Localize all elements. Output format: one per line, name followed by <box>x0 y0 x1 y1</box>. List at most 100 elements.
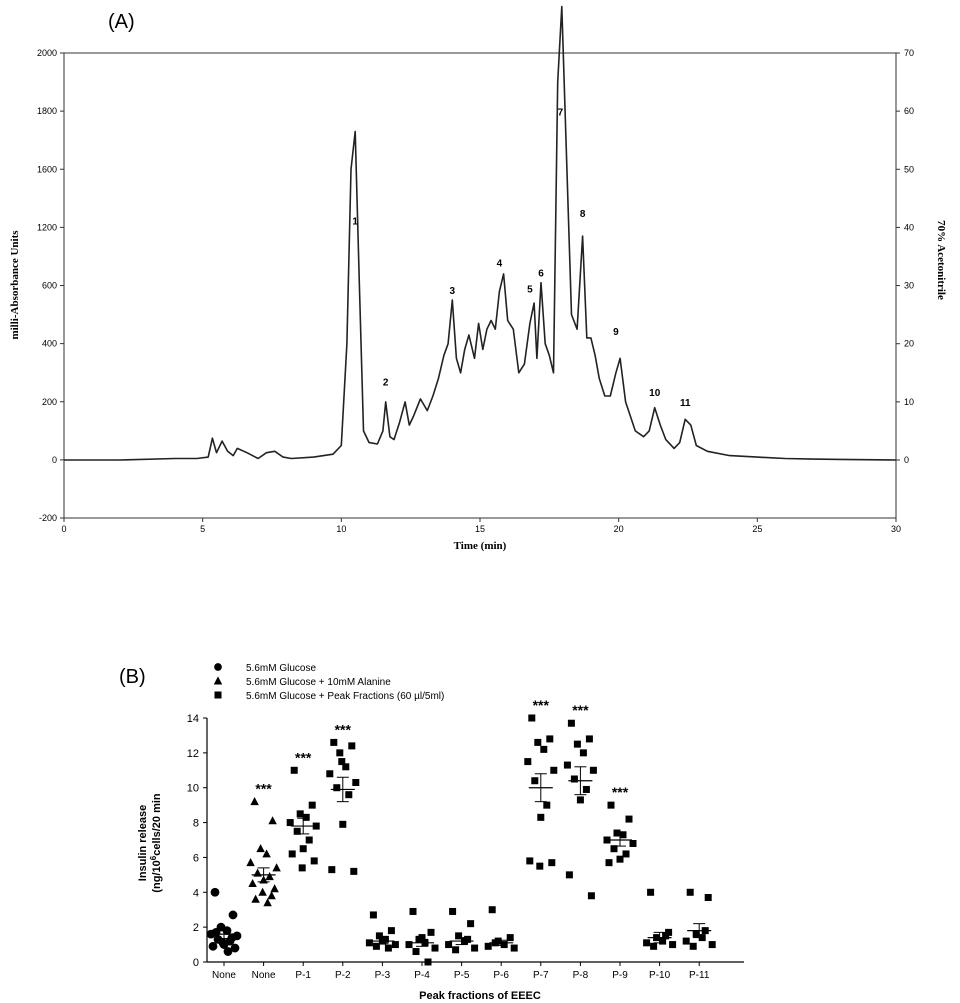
data-point <box>445 941 453 949</box>
x-tick-label: P-10 <box>649 970 671 981</box>
data-point <box>613 829 621 837</box>
x-tick-label: 30 <box>891 524 901 534</box>
data-point <box>409 907 417 915</box>
data-point <box>350 867 358 875</box>
y-tick-label: 12 <box>187 748 199 760</box>
x-tick-label: P-5 <box>454 970 470 981</box>
data-point <box>427 928 435 936</box>
data-point <box>528 714 536 722</box>
data-point <box>619 831 627 839</box>
data-point <box>227 933 237 942</box>
significance-marker: *** <box>255 781 272 797</box>
y-tick-label: 600 <box>42 281 57 291</box>
data-point <box>405 941 413 949</box>
data-point <box>338 758 346 766</box>
data-points <box>206 714 716 966</box>
peak-label: 2 <box>383 378 389 389</box>
peak-label: 11 <box>680 398 691 409</box>
y-tick-label: 2000 <box>37 48 57 58</box>
data-point <box>625 815 633 823</box>
data-point <box>484 942 492 950</box>
x-tick-label: P-1 <box>295 970 311 981</box>
peak-label: 6 <box>538 269 544 280</box>
y-tick-label: 200 <box>42 397 57 407</box>
data-point <box>449 907 457 915</box>
data-point <box>526 857 534 865</box>
data-point <box>342 763 350 771</box>
data-point <box>412 948 420 956</box>
data-point <box>210 887 220 897</box>
y2-tick-label: 60 <box>904 106 914 116</box>
x-axis: 0 5 10 15 20 25 30 <box>61 518 901 534</box>
x-tick-label: P-7 <box>533 970 549 981</box>
data-point <box>659 937 667 945</box>
data-point <box>573 740 581 748</box>
data-point <box>312 822 320 830</box>
legend-label: 5.6mM Glucose + 10mM Alanine <box>246 677 391 688</box>
data-point <box>330 738 338 746</box>
data-point <box>256 844 265 853</box>
legend: 5.6mM Glucose 5.6mM Glucose + 10mM Alanin… <box>213 663 444 702</box>
data-point <box>339 820 347 828</box>
data-point <box>424 958 432 966</box>
y-tick-label: 1200 <box>37 222 57 232</box>
data-point <box>452 946 460 954</box>
data-point <box>391 941 399 949</box>
y-tick-label: 1800 <box>37 106 57 116</box>
x-tick-label: P-11 <box>689 970 710 981</box>
y2-tick-label: 70 <box>904 48 914 58</box>
y-tick-label: -200 <box>39 513 57 523</box>
data-point <box>248 878 257 888</box>
data-point <box>267 891 276 900</box>
mean-sem-bars <box>212 766 712 947</box>
data-point <box>704 894 712 902</box>
data-point <box>288 850 296 858</box>
data-point <box>251 894 260 903</box>
peak-label: 5 <box>527 285 533 296</box>
data-point <box>223 947 233 956</box>
data-point <box>543 801 551 809</box>
legend-marker <box>213 676 223 685</box>
data-point <box>296 810 304 818</box>
x-tick-label: 0 <box>61 524 66 534</box>
data-point <box>250 797 259 806</box>
data-point <box>567 719 575 727</box>
data-point <box>605 859 613 867</box>
data-point <box>345 791 353 799</box>
y2-tick-label: 10 <box>904 397 914 407</box>
data-point <box>228 910 238 920</box>
y-tick-label: 10 <box>187 783 199 795</box>
data-point <box>218 938 228 948</box>
y2-tick-label: 50 <box>904 164 914 174</box>
data-point <box>286 819 294 827</box>
data-point <box>500 941 508 949</box>
data-point <box>536 862 544 870</box>
data-point <box>708 941 716 949</box>
data-point <box>534 738 542 746</box>
peak-label: 8 <box>580 209 586 220</box>
data-point <box>610 845 618 853</box>
data-point <box>298 864 306 872</box>
insulin-release-panel: (B) 5.6mM Glucose 5.6mM Glucose + 10mM Al… <box>119 663 744 1002</box>
data-point <box>510 944 518 952</box>
x-axis-title: Peak fractions of EEEC <box>419 990 541 1002</box>
data-point <box>365 939 373 947</box>
data-point <box>650 942 658 950</box>
data-point <box>607 801 615 809</box>
y2-tick-label: 40 <box>904 222 914 232</box>
data-point <box>550 766 558 774</box>
x-axis-ticks: None None P-1 P-2 P-3 P-4 P-5 P-6 P-7 P-8 P-9 P-10 P… <box>212 962 710 981</box>
data-point <box>270 884 279 893</box>
data-point <box>418 934 426 942</box>
data-point <box>263 898 272 907</box>
peak-labels: 1 2 3 4 56 7 8 9 10 11 <box>352 107 691 409</box>
y-axis-ticks: 0 2 4 6 8 10 12 14 <box>187 713 207 969</box>
data-point <box>372 942 380 950</box>
data-point <box>352 778 360 786</box>
x-tick-label: None <box>252 970 276 981</box>
x-tick-label: P-9 <box>612 970 628 981</box>
data-point <box>603 836 611 844</box>
peak-label: 7 <box>558 107 564 118</box>
data-point <box>565 871 573 879</box>
